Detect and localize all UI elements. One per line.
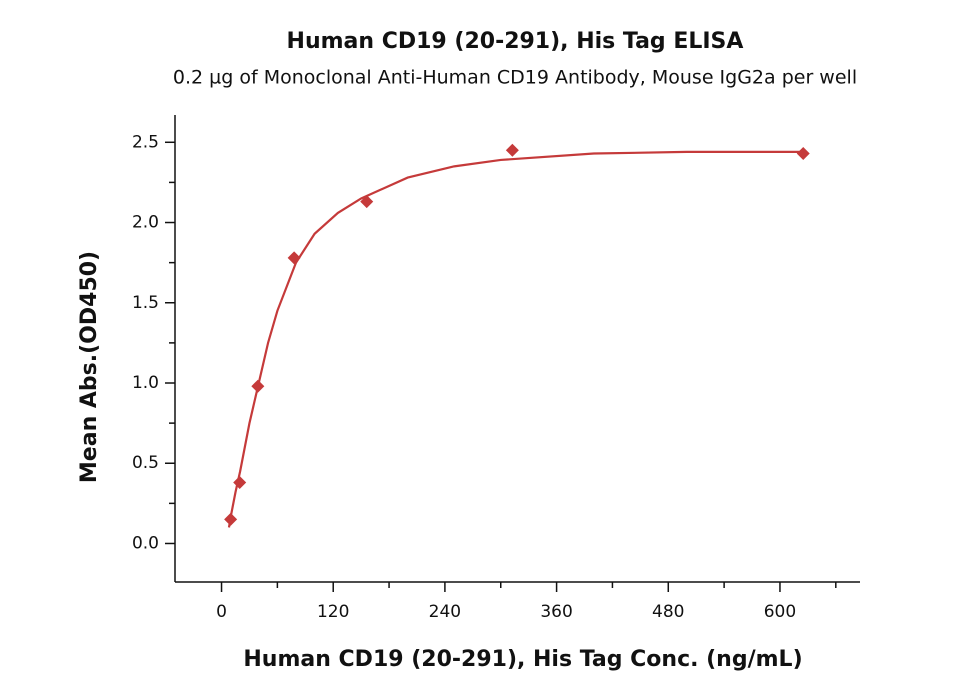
x-tick-label: 240 bbox=[429, 602, 461, 622]
x-tick-label: 120 bbox=[317, 602, 349, 622]
y-tick-label: 1.0 bbox=[132, 373, 159, 393]
chart-subtitle: 0.2 µg of Monoclonal Anti-Human CD19 Ant… bbox=[173, 67, 857, 89]
y-tick-label: 0.0 bbox=[132, 533, 159, 553]
x-tick-label: 360 bbox=[540, 602, 572, 622]
x-tick-label: 480 bbox=[652, 602, 684, 622]
chart-title: Human CD19 (20-291), His Tag ELISA bbox=[287, 29, 744, 54]
y-tick-label: 2.5 bbox=[132, 132, 159, 152]
data-point bbox=[796, 147, 810, 161]
data-point bbox=[505, 143, 519, 157]
x-axis-label: Human CD19 (20-291), His Tag Conc. (ng/m… bbox=[243, 647, 802, 672]
fit-curve bbox=[227, 150, 804, 528]
y-axis-label: Mean Abs.(OD450) bbox=[77, 251, 102, 483]
x-tick-label: 0 bbox=[216, 602, 227, 622]
y-tick-label: 2.0 bbox=[132, 213, 159, 233]
y-tick-label: 0.5 bbox=[132, 453, 159, 473]
y-tick-label: 1.5 bbox=[132, 293, 159, 313]
x-tick-label: 600 bbox=[764, 602, 796, 622]
